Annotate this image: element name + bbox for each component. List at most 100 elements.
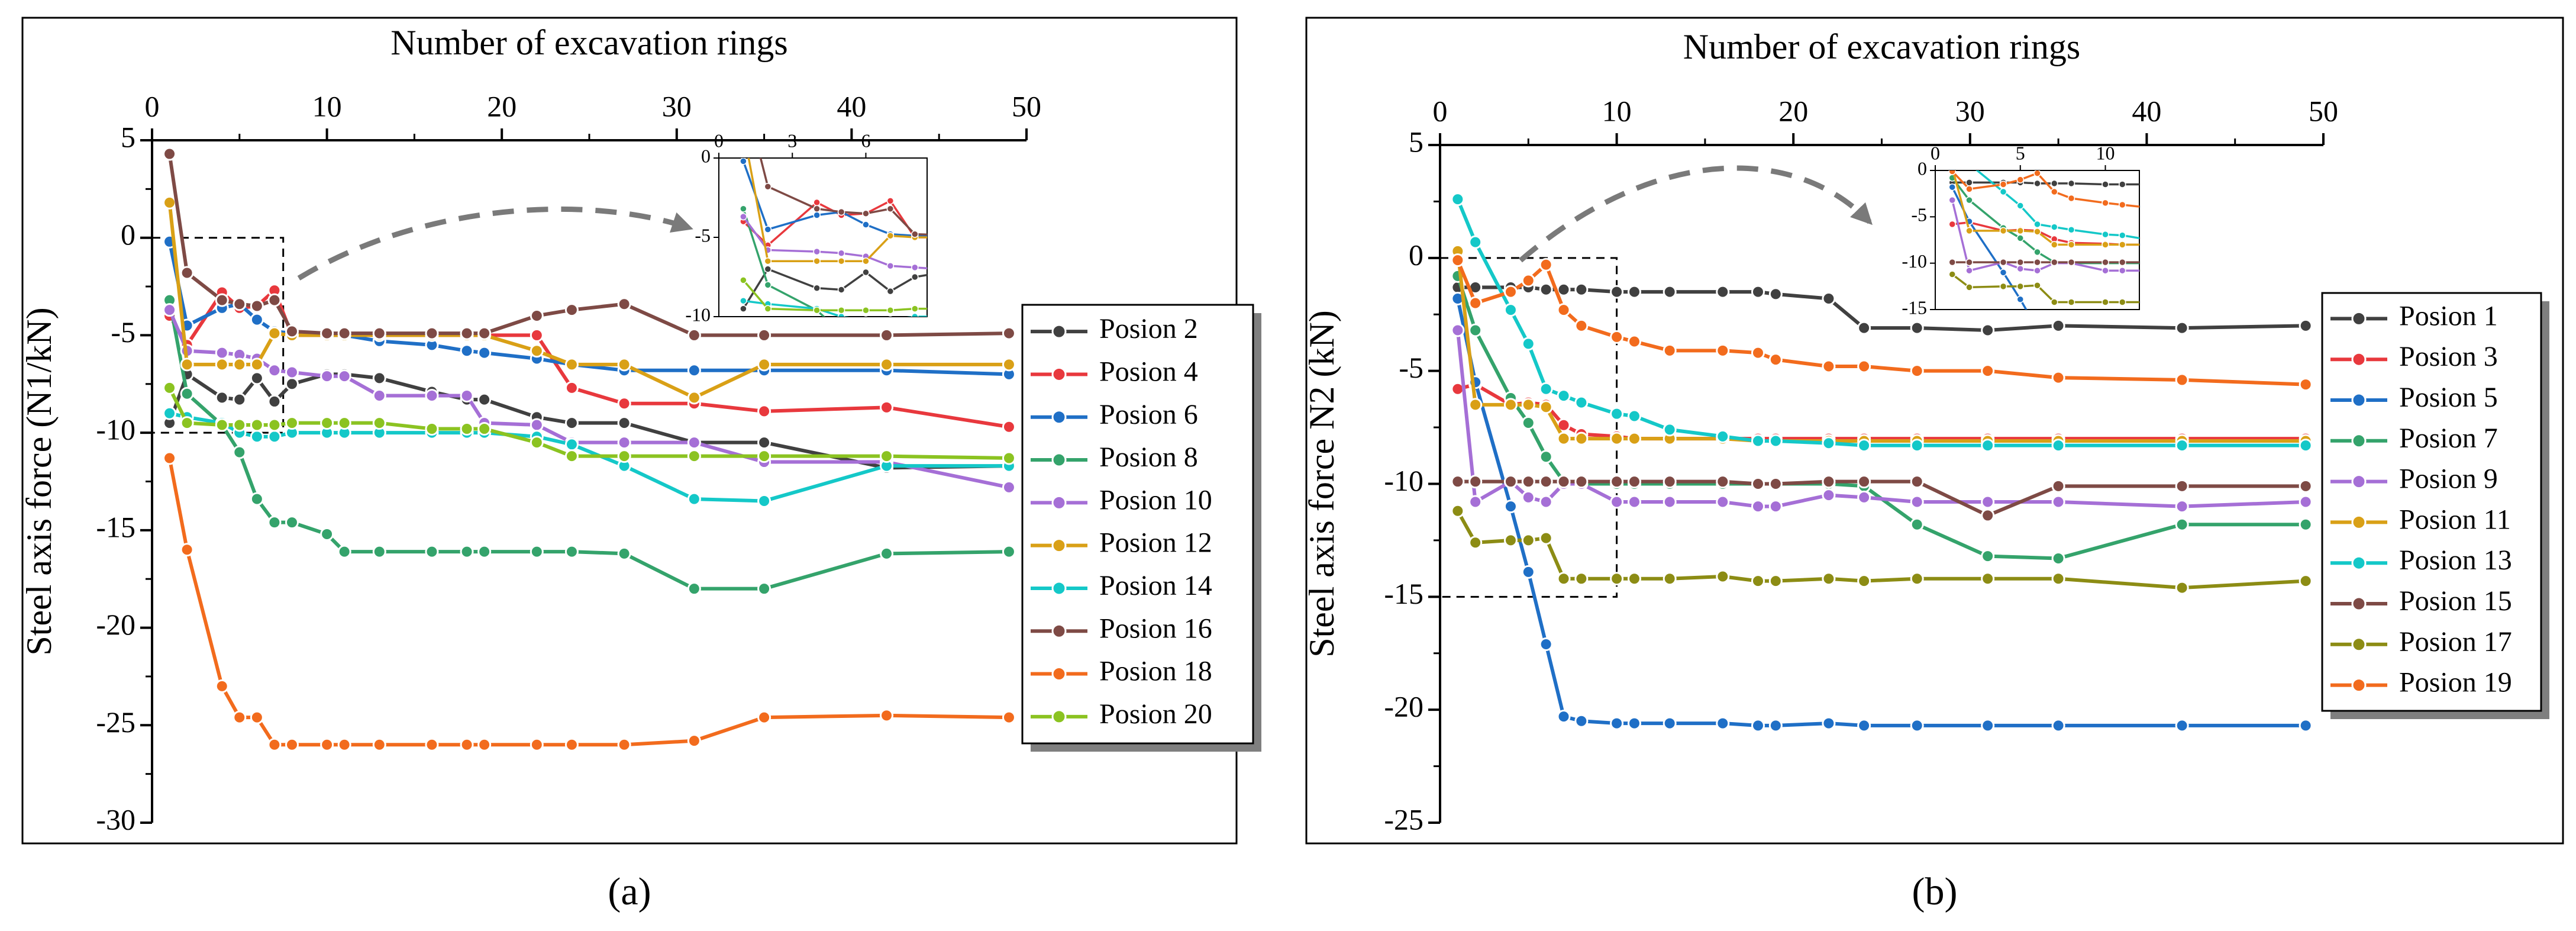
data-point — [880, 357, 894, 372]
inset-data-point — [837, 249, 845, 257]
inset-data-point — [2204, 358, 2211, 365]
y-tick-label: -10 — [96, 413, 135, 446]
data-point — [1663, 475, 1677, 489]
data-point — [1468, 235, 1483, 249]
data-point — [337, 545, 351, 559]
inset-data-point — [888, 316, 893, 317]
inset-data-point — [1966, 161, 1973, 167]
inset-data-point — [1745, 342, 1751, 349]
inset-y-tick-label: -5 — [1911, 204, 1927, 225]
inset-data-point — [1965, 196, 1973, 204]
legend-swatch-marker — [2351, 352, 2367, 367]
inset-data-point — [1999, 282, 2007, 291]
data-point — [372, 737, 386, 752]
inset-series-line — [743, 216, 927, 270]
data-point — [687, 582, 701, 596]
data-point — [460, 737, 474, 752]
inset-data-point — [1948, 170, 1956, 175]
inset-data-point — [2238, 260, 2245, 266]
legend-swatch-marker — [2351, 514, 2367, 530]
data-point — [1468, 398, 1483, 412]
legend-swatch-marker — [1051, 366, 1067, 382]
legend-label: Posion 12 — [1099, 527, 1212, 559]
data-point — [1981, 323, 1995, 337]
data-point — [163, 451, 177, 465]
data-point — [180, 386, 194, 401]
inset-data-point — [1157, 247, 1163, 253]
inset-data-point — [813, 205, 821, 213]
inset-data-point — [1999, 227, 2007, 235]
data-point — [372, 326, 386, 340]
data-point — [1574, 475, 1589, 489]
inset-data-point — [863, 545, 869, 552]
inset-data-point — [2153, 205, 2159, 212]
inset-data-point — [2204, 268, 2211, 274]
data-point — [1981, 719, 1995, 733]
data-point — [1822, 436, 1836, 450]
inset-data-point — [985, 266, 992, 272]
data-point — [1981, 549, 1995, 563]
data-point — [1751, 500, 1765, 514]
inset-data-point — [985, 234, 992, 241]
data-point — [1503, 303, 1518, 317]
data-point — [1468, 495, 1483, 509]
inset-data-point — [1108, 280, 1114, 286]
data-point — [267, 418, 282, 432]
data-point — [2299, 479, 2313, 493]
inset-data-point — [1377, 333, 1384, 339]
inset-data-point — [911, 273, 919, 281]
data-point — [1751, 574, 1765, 588]
inset-data-point — [2306, 265, 2313, 271]
legend-label: Posion 3 — [2399, 341, 2498, 372]
inset-data-point — [2306, 259, 2313, 266]
inset-data-point — [2033, 248, 2041, 256]
inset-data-point — [2119, 258, 2126, 266]
inset-data-point — [2341, 242, 2347, 249]
data-point — [1574, 714, 1589, 728]
data-point — [337, 416, 351, 430]
inset-data-point — [2238, 181, 2245, 188]
data-point — [530, 308, 544, 323]
inset-data-point — [862, 221, 870, 228]
inset-data-point — [2391, 196, 2398, 202]
data-point — [1610, 475, 1624, 489]
data-point — [2175, 479, 2189, 493]
inset-data-point — [961, 234, 967, 241]
inset-y-tick-label: -10 — [685, 304, 711, 325]
legend-swatch-marker — [1051, 495, 1067, 510]
inset-y-tick-label: -10 — [1902, 250, 1927, 272]
data-point — [425, 545, 439, 559]
inset-data-point — [740, 126, 747, 133]
data-point — [163, 406, 177, 420]
inset-series-line — [742, 160, 927, 237]
data-point — [880, 708, 894, 723]
legend-label: Posion 5 — [2399, 382, 2498, 413]
inset-data-point — [2119, 241, 2126, 249]
legend-label: Posion 20 — [1099, 698, 1212, 730]
legend-label: Posion 10 — [1099, 484, 1212, 516]
panel-label: (b) — [1912, 870, 1958, 913]
inset-y-tick-label: -15 — [1902, 297, 1927, 318]
data-point — [1716, 429, 1730, 443]
legend-swatch-marker — [2351, 555, 2367, 571]
legend-swatch-marker — [1051, 538, 1067, 553]
inset-x-tick-label: 6 — [861, 130, 870, 151]
inset-data-point — [1181, 233, 1187, 239]
data-point — [460, 389, 474, 403]
data-point — [1857, 574, 1871, 588]
x-tick-label: 30 — [1955, 94, 1985, 127]
inset-data-point — [2341, 261, 2347, 268]
inset-data-point — [1573, 258, 1580, 265]
data-point — [1768, 353, 1783, 367]
inset-data-point — [2153, 241, 2159, 248]
data-point — [880, 400, 894, 414]
data-point — [1451, 192, 1465, 207]
data-point — [757, 449, 771, 463]
data-point — [757, 494, 771, 508]
data-point — [564, 381, 579, 395]
inset-data-point — [2051, 241, 2058, 249]
data-point — [1557, 710, 1571, 724]
legend-label: Posion 15 — [2399, 585, 2512, 617]
inset-data-point — [2102, 199, 2109, 207]
data-point — [1716, 569, 1730, 584]
